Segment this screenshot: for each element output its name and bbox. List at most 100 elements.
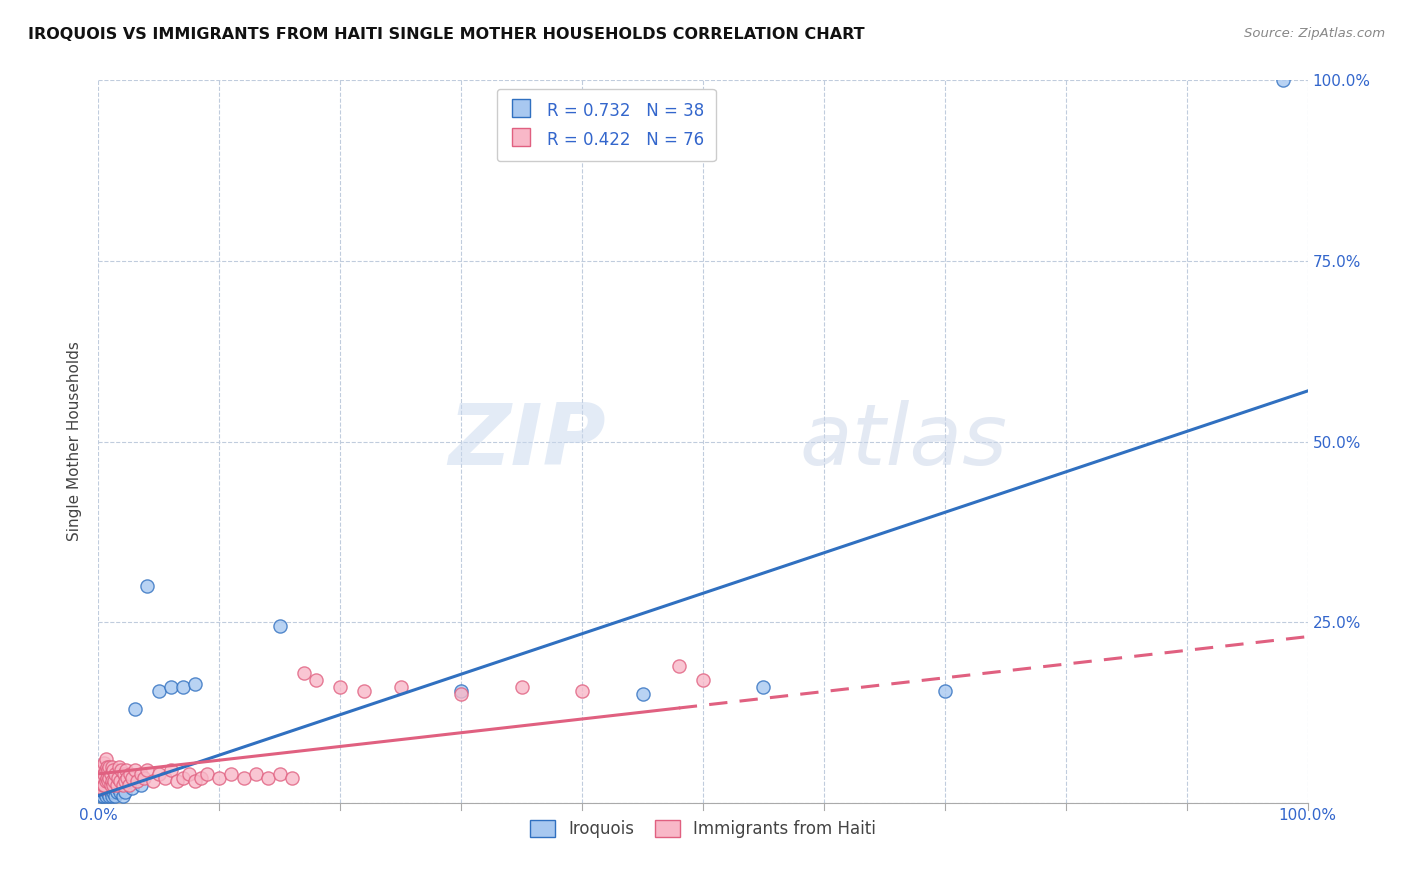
Point [103, 781, 125, 796]
Legend: Iroquois, Immigrants from Haiti: Iroquois, Immigrants from Haiti [523, 814, 883, 845]
Point [450, 687, 472, 701]
Point [101, 764, 124, 778]
Point [101, 778, 124, 792]
Point [389, 680, 412, 694]
Point [329, 680, 352, 694]
Point [93, 778, 115, 792]
Point [91, 778, 114, 792]
Point [107, 781, 129, 796]
Point [118, 774, 141, 789]
Point [166, 774, 188, 789]
Point [98, 789, 121, 803]
Point [305, 673, 328, 687]
Point [129, 778, 152, 792]
Text: atlas: atlas [800, 400, 1008, 483]
Text: IROQUOIS VS IMMIGRANTS FROM HAITI SINGLE MOTHER HOUSEHOLDS CORRELATION CHART: IROQUOIS VS IMMIGRANTS FROM HAITI SINGLE… [28, 27, 865, 42]
Point [101, 785, 124, 799]
Point [93, 785, 115, 799]
Point [100, 778, 122, 792]
Point [353, 683, 375, 698]
Point [172, 771, 194, 785]
Point [112, 767, 135, 781]
Point [184, 774, 207, 789]
Point [232, 771, 254, 785]
Point [134, 771, 156, 785]
Point [104, 767, 127, 781]
Point [100, 785, 122, 799]
Point [111, 789, 134, 803]
Point [96, 760, 118, 774]
Point [450, 683, 472, 698]
Point [135, 579, 157, 593]
Point [91, 760, 114, 774]
Point [179, 767, 201, 781]
Point [97, 781, 120, 796]
Point [89, 781, 111, 796]
Point [98, 771, 121, 785]
Point [114, 774, 136, 789]
Point [97, 774, 120, 789]
Point [190, 771, 212, 785]
Point [91, 764, 114, 778]
Point [269, 619, 291, 633]
Point [752, 680, 775, 694]
Point [1272, 73, 1295, 87]
Point [91, 774, 114, 789]
Point [195, 767, 218, 781]
Point [100, 767, 122, 781]
Point [94, 764, 117, 778]
Point [184, 676, 207, 690]
Point [121, 771, 143, 785]
Point [100, 781, 122, 796]
Point [115, 764, 138, 778]
Point [97, 764, 120, 778]
Point [668, 658, 690, 673]
Point [148, 767, 170, 781]
Point [94, 774, 117, 789]
Point [256, 771, 278, 785]
Point [100, 760, 122, 774]
Point [934, 683, 956, 698]
Point [135, 764, 157, 778]
Point [160, 680, 183, 694]
Text: ZIP: ZIP [449, 400, 606, 483]
Point [281, 771, 304, 785]
Point [142, 774, 165, 789]
Point [105, 785, 128, 799]
Point [89, 781, 111, 796]
Point [110, 764, 132, 778]
Point [129, 767, 152, 781]
Point [94, 789, 117, 803]
Point [172, 680, 194, 694]
Point [90, 771, 112, 785]
Point [98, 760, 121, 774]
Point [510, 680, 533, 694]
Point [208, 771, 231, 785]
Point [104, 789, 127, 803]
Point [107, 771, 129, 785]
Point [114, 785, 136, 799]
Point [269, 767, 291, 781]
Point [103, 774, 125, 789]
Point [292, 665, 315, 680]
Point [91, 771, 114, 785]
Point [91, 778, 114, 792]
Point [631, 687, 654, 701]
Point [91, 785, 114, 799]
Point [91, 789, 114, 803]
Point [221, 767, 243, 781]
Point [108, 785, 131, 799]
Point [96, 771, 118, 785]
Point [148, 683, 170, 698]
Point [118, 767, 141, 781]
Point [90, 778, 112, 792]
Point [108, 760, 131, 774]
Point [118, 778, 141, 792]
Point [153, 771, 176, 785]
Y-axis label: Single Mother Households: Single Mother Households [67, 342, 83, 541]
Point [111, 778, 134, 792]
Point [93, 767, 115, 781]
Point [105, 778, 128, 792]
Point [96, 785, 118, 799]
Point [93, 756, 115, 770]
